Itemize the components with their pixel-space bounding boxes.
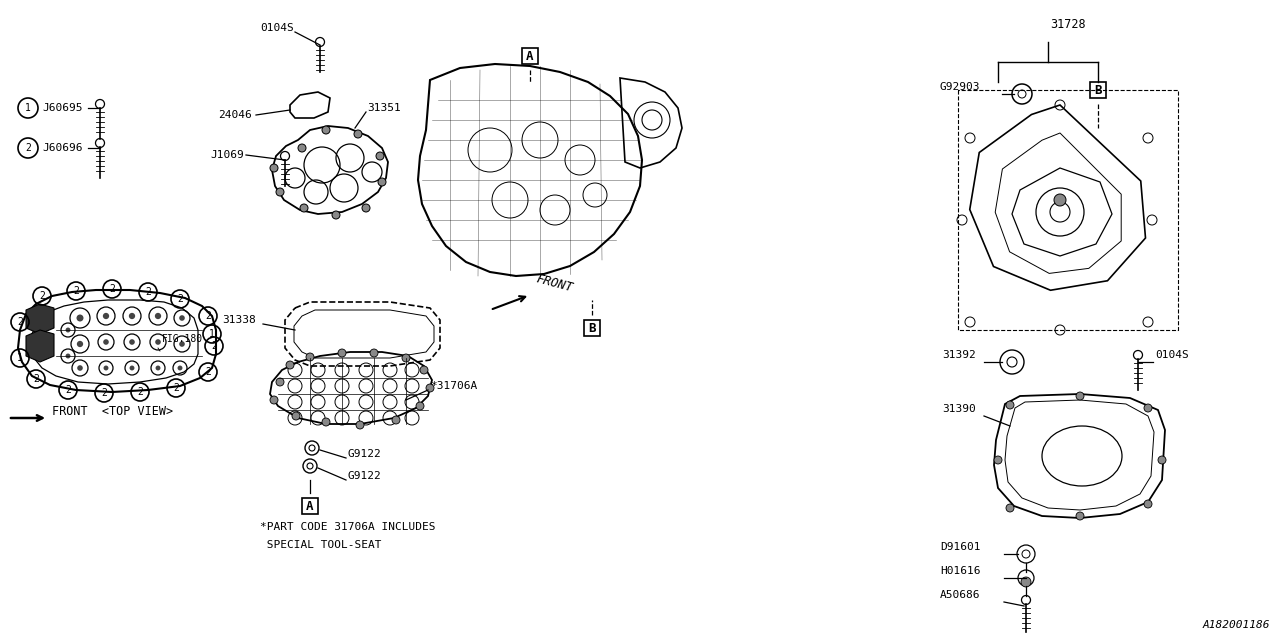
Circle shape [1144, 500, 1152, 508]
Circle shape [77, 365, 83, 371]
Text: 2: 2 [33, 374, 38, 384]
Circle shape [1076, 512, 1084, 520]
Circle shape [104, 365, 109, 371]
Text: 1: 1 [26, 103, 31, 113]
Text: 2: 2 [211, 341, 216, 351]
Circle shape [1006, 504, 1014, 512]
Circle shape [179, 341, 184, 347]
Circle shape [155, 313, 161, 319]
Circle shape [77, 341, 83, 347]
Text: 1: 1 [17, 353, 23, 363]
Circle shape [1021, 577, 1030, 587]
Circle shape [1144, 404, 1152, 412]
Circle shape [402, 354, 410, 362]
Circle shape [323, 126, 330, 134]
Circle shape [129, 313, 136, 319]
Text: 2: 2 [109, 284, 115, 294]
Text: 2: 2 [205, 311, 211, 321]
Text: 31728: 31728 [1050, 18, 1085, 31]
Circle shape [420, 366, 428, 374]
Circle shape [300, 204, 308, 212]
Text: A182001186: A182001186 [1202, 620, 1270, 630]
Circle shape [129, 339, 134, 345]
Text: G9122: G9122 [348, 471, 381, 481]
Text: J60696: J60696 [42, 143, 82, 153]
Text: A50686: A50686 [940, 590, 980, 600]
Text: 31390: 31390 [942, 404, 975, 414]
Circle shape [1006, 401, 1014, 409]
Circle shape [285, 361, 294, 369]
Text: G9122: G9122 [348, 449, 381, 459]
Text: FRONT  <TOP VIEW>: FRONT <TOP VIEW> [52, 405, 173, 418]
Text: 0104S: 0104S [1155, 350, 1189, 360]
Circle shape [332, 211, 340, 219]
Text: D91601: D91601 [940, 542, 980, 552]
Polygon shape [26, 304, 54, 334]
Text: 2: 2 [40, 291, 45, 301]
Circle shape [338, 349, 346, 357]
Circle shape [370, 349, 378, 357]
Text: *PART CODE 31706A INCLUDES: *PART CODE 31706A INCLUDES [260, 522, 435, 532]
Text: 31351: 31351 [367, 103, 401, 113]
Circle shape [179, 315, 184, 321]
Text: 2: 2 [177, 294, 183, 304]
Text: FRONT: FRONT [535, 273, 575, 295]
Text: J1069: J1069 [210, 150, 243, 160]
Circle shape [416, 402, 424, 410]
Circle shape [65, 328, 70, 332]
Polygon shape [26, 330, 54, 362]
Text: A: A [306, 499, 314, 513]
Text: 2: 2 [145, 287, 151, 297]
Circle shape [355, 130, 362, 138]
Circle shape [104, 339, 109, 345]
Text: 2: 2 [101, 388, 108, 398]
Text: 31392: 31392 [942, 350, 975, 360]
Circle shape [156, 365, 160, 371]
Circle shape [323, 418, 330, 426]
Text: A: A [526, 49, 534, 63]
Circle shape [356, 421, 364, 429]
Text: H01616: H01616 [940, 566, 980, 576]
Text: *31706A: *31706A [430, 381, 477, 391]
Circle shape [1053, 194, 1066, 206]
Text: 2: 2 [173, 383, 179, 393]
Text: 2: 2 [65, 385, 70, 395]
Circle shape [1076, 392, 1084, 400]
Circle shape [376, 152, 384, 160]
Circle shape [276, 188, 284, 196]
Circle shape [65, 353, 70, 358]
Text: SPECIAL TOOL-SEAT: SPECIAL TOOL-SEAT [260, 540, 381, 550]
Circle shape [155, 339, 161, 345]
Circle shape [102, 313, 109, 319]
Circle shape [306, 353, 314, 361]
Circle shape [178, 365, 183, 371]
Text: FIG.180: FIG.180 [163, 334, 204, 344]
Circle shape [77, 314, 83, 321]
Circle shape [270, 396, 278, 404]
Circle shape [362, 204, 370, 212]
Circle shape [392, 416, 399, 424]
Text: 31338: 31338 [221, 315, 256, 325]
Text: 2: 2 [137, 387, 143, 397]
Circle shape [276, 378, 284, 386]
Circle shape [298, 144, 306, 152]
Circle shape [270, 164, 278, 172]
Text: J60695: J60695 [42, 103, 82, 113]
Text: 2: 2 [205, 367, 211, 377]
Text: 2: 2 [73, 286, 79, 296]
Text: 24046: 24046 [218, 110, 252, 120]
Circle shape [378, 178, 387, 186]
Text: 2: 2 [26, 143, 31, 153]
Circle shape [995, 456, 1002, 464]
Text: B: B [589, 321, 595, 335]
Circle shape [129, 365, 134, 371]
Text: B: B [1094, 83, 1102, 97]
Circle shape [292, 412, 300, 420]
Circle shape [426, 384, 434, 392]
Text: 0104S: 0104S [260, 23, 293, 33]
Text: 1: 1 [209, 329, 215, 339]
Circle shape [1158, 456, 1166, 464]
Text: G92903: G92903 [940, 82, 980, 92]
Text: 2: 2 [17, 317, 23, 327]
